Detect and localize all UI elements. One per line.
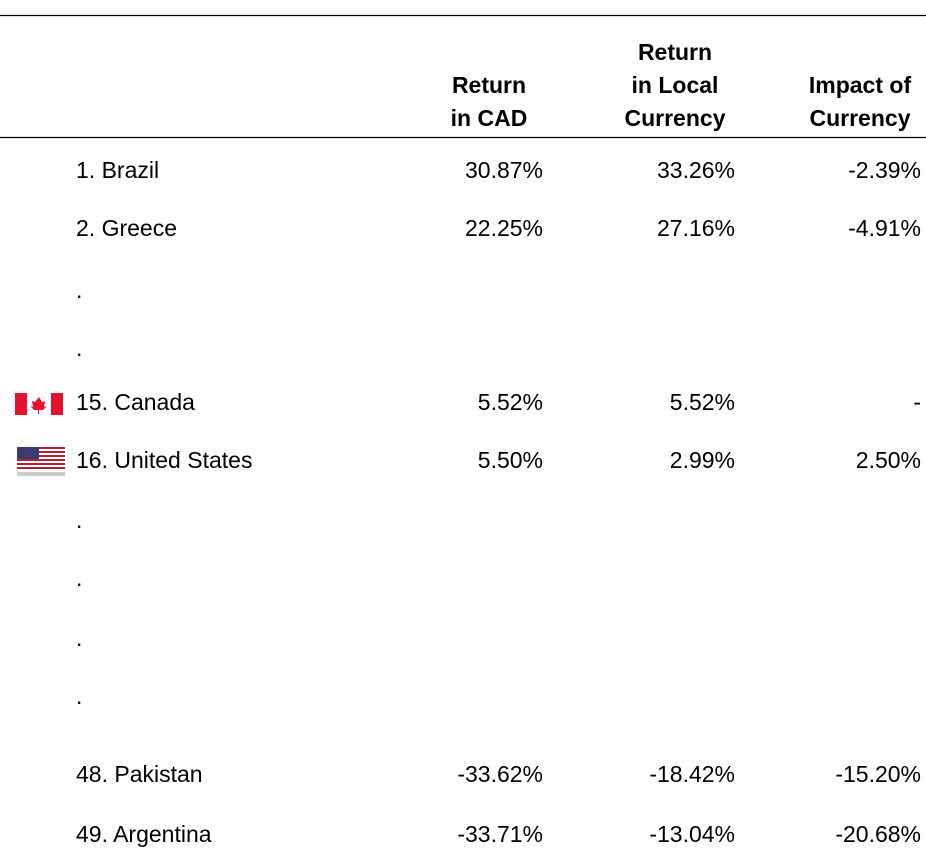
cell: -33.71%: [457, 821, 543, 847]
cell: 33.26%: [657, 157, 735, 183]
row-label: 48. Pakistan: [76, 761, 203, 787]
row-label: .: [76, 335, 82, 361]
column-header: in Local: [632, 72, 719, 98]
cell: 30.87%: [465, 157, 543, 183]
cell: 5.52%: [478, 389, 543, 415]
canada-flag: [15, 393, 63, 415]
row-label: 1. Brazil: [76, 157, 159, 183]
cell: 27.16%: [657, 215, 735, 241]
us-flag: [17, 447, 65, 476]
cell: 22.25%: [465, 215, 543, 241]
row-label: 2. Greece: [76, 215, 177, 241]
cell: -2.39%: [848, 157, 921, 183]
cell: -33.62%: [457, 761, 543, 787]
row-label: .: [76, 683, 82, 709]
row-label: 49. Argentina: [76, 821, 212, 847]
row-label: .: [76, 565, 82, 591]
row-label: 16. United States: [76, 447, 252, 473]
row-label: .: [76, 277, 82, 303]
cell: 5.52%: [670, 389, 735, 415]
row-label: .: [76, 625, 82, 651]
column-header: Return: [452, 72, 526, 98]
cell: -4.91%: [848, 215, 921, 241]
column-header: Currency: [810, 105, 911, 131]
cell: -18.42%: [649, 761, 735, 787]
column-header: Currency: [625, 105, 726, 131]
column-header: Return: [638, 39, 712, 65]
cell: 2.99%: [670, 447, 735, 473]
cell: 2.50%: [856, 447, 921, 473]
row-label: 15. Canada: [76, 389, 195, 415]
column-header: Impact of: [809, 72, 912, 98]
cell: 5.50%: [478, 447, 543, 473]
row-label: .: [76, 507, 82, 533]
cell: -20.68%: [835, 821, 921, 847]
cell: -13.04%: [649, 821, 735, 847]
cell: -15.20%: [835, 761, 921, 787]
column-header: in CAD: [451, 105, 528, 131]
cell: -: [913, 389, 921, 415]
